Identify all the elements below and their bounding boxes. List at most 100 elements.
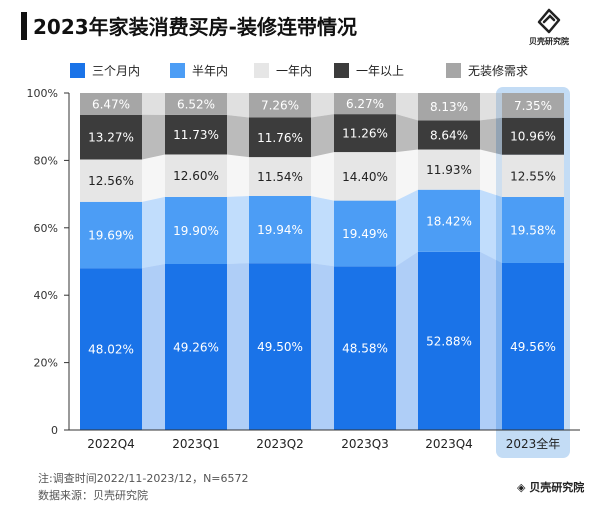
connector-band: [311, 93, 334, 118]
bar-segment: [249, 93, 311, 118]
data-label: 11.73%: [173, 128, 219, 142]
bar-segment: [418, 149, 480, 190]
bar-segment: [334, 266, 396, 430]
connector-band: [480, 251, 502, 430]
bar-segment: [165, 93, 227, 115]
data-label: 49.56%: [510, 340, 556, 354]
footnotes: 注:调查时间2022/11-2023/12，N=6572 数据来源：贝壳研究院: [38, 470, 249, 504]
bar-segment: [80, 93, 142, 115]
data-label: 14.40%: [342, 170, 388, 184]
bar-segment: [418, 251, 480, 430]
legend-item: 三个月内: [70, 62, 140, 78]
legend-item: 一年以上: [334, 62, 404, 78]
x-tick-label: 2023Q4: [425, 437, 473, 451]
bar-segment: [334, 114, 396, 153]
data-label: 8.13%: [430, 100, 468, 114]
connector-band: [480, 117, 502, 155]
bar-segment: [80, 268, 142, 430]
legend-item: 无装修需求: [446, 62, 528, 78]
bar-segment: [418, 93, 480, 121]
bar-segment: [334, 152, 396, 201]
data-label: 49.26%: [173, 340, 219, 354]
data-label: 6.52%: [177, 97, 215, 111]
bar-segment: [249, 263, 311, 430]
data-label: 19.90%: [173, 224, 219, 238]
connector-band: [142, 93, 165, 115]
connector-band: [396, 251, 418, 430]
legend-swatch: [254, 62, 269, 78]
y-tick-label: 0: [51, 424, 58, 437]
legend-swatch: [170, 62, 185, 78]
data-label: 11.93%: [426, 163, 472, 177]
y-tick-label: 40%: [34, 289, 58, 302]
data-label: 11.76%: [257, 131, 303, 145]
bar-segment: [80, 201, 142, 269]
connector-band: [227, 195, 249, 264]
y-tick-label: 80%: [34, 154, 58, 167]
data-label: 48.02%: [88, 343, 134, 357]
bar-segment: [502, 154, 564, 197]
data-label: 49.50%: [257, 340, 303, 354]
legend-item: 半年内: [170, 62, 228, 78]
y-tick-label: 20%: [34, 357, 58, 370]
data-label: 7.26%: [261, 99, 299, 113]
data-label: 12.60%: [173, 169, 219, 183]
legend-item: 一年内: [254, 62, 312, 78]
bar-segment: [334, 200, 396, 267]
data-label: 12.56%: [88, 174, 134, 188]
connector-band: [311, 152, 334, 201]
x-tick-label: 2022Q4: [87, 437, 135, 451]
data-label: 11.54%: [257, 170, 303, 184]
bar-segment: [502, 196, 564, 263]
connector-band: [142, 196, 165, 269]
data-label: 19.69%: [88, 228, 134, 242]
connector-band: [142, 154, 165, 202]
bar-segment: [502, 262, 564, 430]
x-tick-label: 2023Q1: [172, 437, 220, 451]
connector-band: [480, 189, 502, 263]
data-source: 数据来源：贝壳研究院: [38, 489, 148, 502]
x-tick-label: 2023全年: [506, 436, 561, 451]
connector-band: [227, 154, 249, 197]
bar-segment: [418, 189, 480, 252]
x-tick-label: 2023Q3: [341, 437, 389, 451]
legend-label: 一年内: [276, 63, 313, 78]
data-label: 11.26%: [342, 127, 388, 141]
data-label: 13.27%: [88, 131, 134, 145]
legend-label: 三个月内: [92, 63, 141, 78]
data-label: 12.55%: [510, 169, 556, 183]
data-label: 19.49%: [342, 227, 388, 241]
legend-swatch: [446, 62, 461, 78]
connector-band: [227, 114, 249, 158]
connector-band: [480, 93, 502, 121]
bar-segment: [80, 159, 142, 202]
connector-band: [311, 114, 334, 158]
bar-segment: [249, 117, 311, 158]
bar-segment: [165, 196, 227, 264]
stacked-bar-chart: 48.02% 49.26% 49.50% 48.58% 52.88% 49.56% 19.6…: [27, 87, 580, 458]
data-label: 18.42%: [426, 214, 472, 228]
bar-segment: [165, 263, 227, 430]
brand-logo-text: 贝壳研究院: [529, 37, 569, 46]
connector-band: [142, 114, 165, 160]
bar-segment: [334, 93, 396, 115]
y-tick-label: 100%: [27, 87, 58, 100]
legend-swatch: [334, 62, 349, 78]
connector-band: [311, 263, 334, 430]
connector-band: [227, 263, 249, 430]
footer-brand-text: 贝壳研究院: [529, 481, 585, 494]
data-label: 19.58%: [510, 223, 556, 237]
connector-band: [396, 189, 418, 267]
connector-band: [142, 263, 165, 430]
data-label: 6.27%: [346, 97, 384, 111]
survey-note: 注:调查时间2022/11-2023/12，N=6572: [38, 472, 249, 485]
legend-swatch: [70, 62, 85, 78]
bar-segment: [418, 120, 480, 150]
data-label: 10.96%: [510, 130, 556, 144]
data-label: 7.35%: [514, 99, 552, 113]
legend-label: 无装修需求: [468, 63, 529, 78]
brand-logo-icon: [537, 8, 561, 34]
legend-label: 半年内: [192, 63, 229, 78]
connector-band: [480, 149, 502, 197]
bar-segment: [165, 114, 227, 155]
